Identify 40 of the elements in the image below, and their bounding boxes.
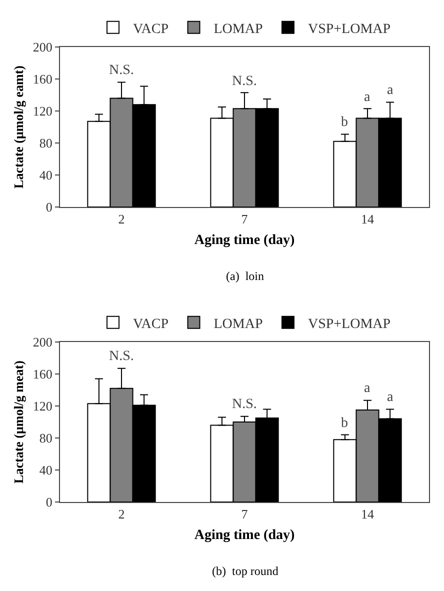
x-tick-label: 2 — [118, 212, 125, 227]
y-tick-label: 40 — [39, 462, 52, 478]
y-tick-label: 120 — [32, 104, 52, 119]
y-axis-title: Lactate (μmol/g eamt) — [10, 66, 26, 188]
x-tick-label: 7 — [241, 212, 248, 227]
y-tick-label: 0 — [46, 494, 52, 510]
x-axis-title: Aging time (day) — [194, 232, 295, 248]
legend-label: LOMAP — [214, 22, 263, 37]
y-tick-label: 200 — [32, 334, 52, 350]
y-tick-label: 0 — [46, 200, 52, 215]
legend-label: VACP — [133, 316, 169, 332]
legend-label: VACP — [133, 22, 169, 37]
data-label: a — [364, 381, 371, 396]
y-tick-label: 200 — [32, 40, 52, 55]
x-tick-label: 14 — [361, 212, 374, 227]
text: (a) loin — [226, 269, 264, 283]
y-axis-title: Lactate (μmol/g meat) — [10, 360, 26, 484]
y-tick-label: 160 — [32, 72, 52, 87]
x-axis-title: Aging time (day) — [194, 528, 295, 543]
legend-label: LOMAP — [214, 316, 263, 332]
legend-label: VSP+LOMAP — [308, 316, 391, 332]
annotation: N.S. — [109, 349, 134, 364]
x-tick-label: 14 — [361, 506, 374, 522]
annotation: N.S. — [232, 74, 257, 89]
y-tick-label: 160 — [32, 366, 52, 382]
annotation: N.S. — [109, 63, 134, 78]
data-label: a — [364, 90, 371, 105]
data-label: a — [387, 83, 394, 98]
data-label: b — [341, 115, 348, 130]
y-tick-label: 80 — [39, 430, 52, 446]
data-label: b — [341, 416, 348, 431]
y-tick-label: 80 — [39, 136, 52, 151]
text: (b) top round — [212, 564, 278, 578]
legend-label: VSP+LOMAP — [308, 22, 391, 37]
x-tick-label: 2 — [118, 506, 125, 522]
annotation: N.S. — [232, 397, 257, 412]
y-tick-label: 40 — [39, 168, 52, 183]
y-tick-label: 120 — [32, 398, 52, 414]
data-label: a — [387, 390, 394, 405]
x-tick-label: 7 — [241, 506, 248, 522]
